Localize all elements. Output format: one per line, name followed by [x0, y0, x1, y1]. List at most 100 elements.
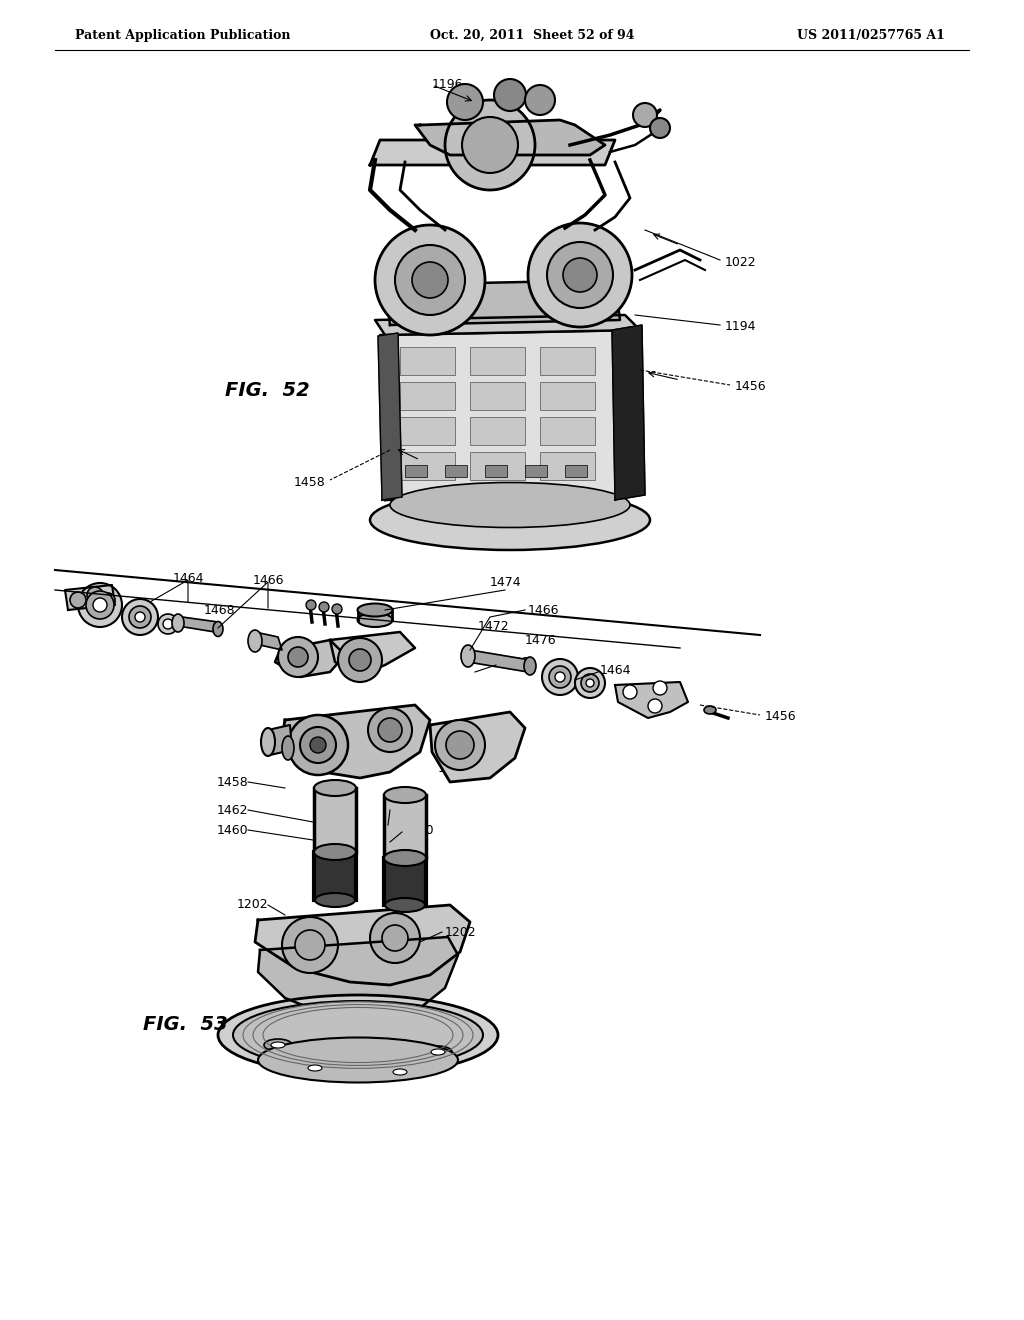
Circle shape — [547, 242, 613, 308]
Ellipse shape — [524, 657, 536, 675]
Polygon shape — [375, 315, 640, 335]
Text: Patent Application Publication: Patent Application Publication — [75, 29, 291, 41]
Ellipse shape — [357, 612, 392, 627]
Ellipse shape — [314, 843, 356, 861]
Text: 1460: 1460 — [403, 824, 434, 837]
Polygon shape — [415, 120, 605, 154]
Circle shape — [70, 591, 86, 609]
Ellipse shape — [248, 630, 262, 652]
Text: Oct. 20, 2011  Sheet 52 of 94: Oct. 20, 2011 Sheet 52 of 94 — [430, 29, 635, 41]
Circle shape — [542, 659, 578, 696]
Bar — [400, 381, 455, 411]
Circle shape — [650, 117, 670, 139]
Text: 1460: 1460 — [216, 824, 248, 837]
Circle shape — [93, 598, 106, 612]
Circle shape — [288, 715, 348, 775]
Text: FIG.  52: FIG. 52 — [225, 380, 309, 400]
Circle shape — [300, 727, 336, 763]
Circle shape — [445, 100, 535, 190]
Circle shape — [575, 668, 605, 698]
Bar — [470, 381, 525, 411]
Ellipse shape — [424, 1045, 452, 1059]
Ellipse shape — [308, 1065, 322, 1071]
Circle shape — [87, 587, 103, 603]
Polygon shape — [268, 725, 292, 755]
Ellipse shape — [705, 706, 716, 714]
Ellipse shape — [258, 1038, 458, 1082]
Text: 1196: 1196 — [432, 78, 464, 91]
Polygon shape — [65, 585, 115, 610]
Circle shape — [525, 84, 555, 115]
Text: 1470: 1470 — [438, 762, 470, 775]
Circle shape — [633, 103, 657, 127]
Polygon shape — [384, 795, 426, 858]
Ellipse shape — [213, 622, 223, 636]
Ellipse shape — [261, 729, 275, 756]
Ellipse shape — [282, 737, 294, 760]
Bar — [470, 347, 525, 375]
Text: 1474: 1474 — [489, 577, 521, 590]
Bar — [540, 451, 595, 480]
Polygon shape — [280, 705, 430, 777]
Text: 1202: 1202 — [445, 925, 476, 939]
Circle shape — [581, 675, 599, 692]
Polygon shape — [615, 682, 688, 718]
Ellipse shape — [264, 1039, 292, 1051]
Polygon shape — [314, 851, 356, 900]
Circle shape — [375, 224, 485, 335]
Ellipse shape — [461, 645, 475, 667]
Circle shape — [648, 700, 662, 713]
Ellipse shape — [431, 1049, 445, 1055]
Bar — [445, 465, 467, 477]
Bar — [485, 465, 507, 477]
Ellipse shape — [357, 603, 392, 616]
Polygon shape — [275, 640, 345, 677]
Text: US 2011/0257765 A1: US 2011/0257765 A1 — [797, 29, 945, 41]
Circle shape — [368, 708, 412, 752]
Polygon shape — [255, 632, 282, 649]
Bar — [525, 465, 547, 477]
Text: 1458: 1458 — [293, 475, 325, 488]
Text: 1462: 1462 — [392, 804, 424, 817]
Polygon shape — [258, 937, 458, 1022]
Bar — [406, 465, 427, 477]
Circle shape — [78, 583, 122, 627]
Circle shape — [623, 685, 637, 700]
Circle shape — [462, 117, 518, 173]
Circle shape — [412, 261, 449, 298]
Polygon shape — [330, 632, 415, 675]
Text: 1464: 1464 — [172, 572, 204, 585]
Circle shape — [158, 614, 178, 634]
Text: 1202: 1202 — [237, 899, 268, 912]
Ellipse shape — [314, 780, 356, 796]
Ellipse shape — [271, 1041, 285, 1048]
Circle shape — [101, 593, 115, 607]
Bar — [565, 465, 587, 477]
Polygon shape — [370, 140, 615, 165]
Circle shape — [555, 672, 565, 682]
Circle shape — [288, 647, 308, 667]
Circle shape — [332, 605, 342, 614]
Circle shape — [349, 649, 371, 671]
Text: 1462: 1462 — [216, 804, 248, 817]
Ellipse shape — [315, 894, 355, 907]
Ellipse shape — [370, 490, 650, 550]
Text: 1466: 1466 — [498, 656, 529, 668]
Circle shape — [278, 638, 318, 677]
Circle shape — [135, 612, 145, 622]
Circle shape — [310, 737, 326, 752]
Circle shape — [446, 731, 474, 759]
Ellipse shape — [218, 995, 498, 1074]
Circle shape — [447, 84, 483, 120]
Text: 1476: 1476 — [525, 634, 557, 647]
Circle shape — [86, 591, 114, 619]
Circle shape — [435, 719, 485, 770]
Bar — [540, 381, 595, 411]
Ellipse shape — [393, 1069, 407, 1074]
Polygon shape — [468, 649, 530, 672]
Text: 1466: 1466 — [528, 603, 559, 616]
Circle shape — [378, 718, 402, 742]
Circle shape — [163, 619, 173, 630]
Text: 1456: 1456 — [735, 380, 767, 393]
Bar — [470, 417, 525, 445]
